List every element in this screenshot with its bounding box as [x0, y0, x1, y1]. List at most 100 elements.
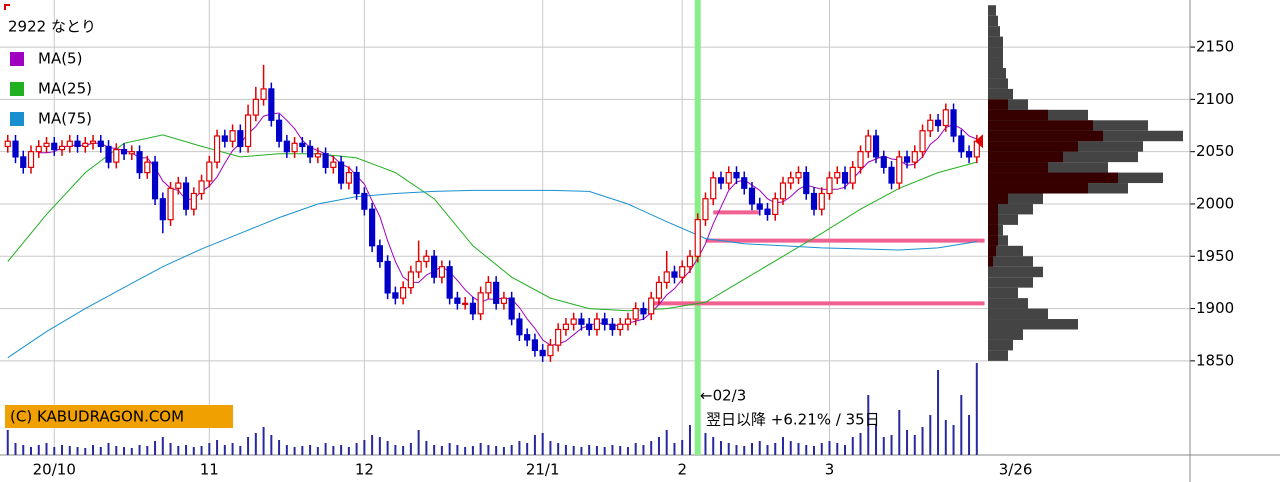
candle-body: [376, 245, 383, 263]
candle-body: [609, 323, 616, 331]
profile-bar: [988, 235, 998, 246]
candle-body: [221, 135, 228, 142]
candle-body: [578, 318, 585, 325]
profile-bar: [988, 339, 1013, 351]
candle-body: [89, 140, 97, 144]
legend-label: MA(75): [38, 110, 92, 128]
candle-body: [322, 153, 329, 168]
candle-body: [880, 156, 887, 168]
candle-body: [206, 161, 213, 182]
profile-bar: [988, 319, 1078, 330]
candle-body: [733, 171, 740, 179]
candle-body: [74, 140, 81, 148]
candle-body: [555, 328, 562, 346]
profile-bar: [988, 15, 998, 27]
x-tick-label: 12: [355, 461, 374, 479]
candle-body: [841, 171, 849, 184]
profile-bar: [988, 26, 1000, 37]
candle-body: [857, 151, 864, 168]
profile-bar: [988, 266, 1043, 278]
legend-label: MA(5): [38, 50, 82, 68]
candle-body: [330, 161, 337, 168]
candle-body: [477, 292, 484, 315]
chart-title: 2922 なとり: [8, 18, 96, 36]
candle-body: [849, 166, 856, 184]
profile-bar: [988, 287, 1018, 299]
candle-body: [268, 88, 275, 121]
candle-body: [617, 323, 624, 331]
candle-body: [20, 156, 27, 168]
candle-body: [562, 323, 570, 331]
candle-body: [764, 208, 771, 216]
candle-body: [865, 135, 872, 153]
candle-body: [787, 177, 794, 184]
annotation: ←02/3: [700, 387, 746, 405]
candle-body: [702, 198, 709, 221]
candle-body: [392, 292, 399, 299]
candle-body: [299, 142, 306, 148]
candle-body: [810, 192, 818, 210]
profile-bar: [988, 203, 998, 215]
corner-mark: [4, 4, 10, 10]
candle-body: [260, 88, 267, 100]
candle-body: [671, 271, 678, 278]
candle-body: [244, 114, 252, 148]
profile-bar: [988, 256, 993, 267]
candle-body: [903, 156, 911, 163]
profile-bar: [988, 183, 1088, 194]
ma-line: [7, 134, 977, 312]
profile-bar: [988, 99, 1008, 110]
x-tick-label: 20/10: [33, 461, 76, 479]
candle-body: [51, 142, 58, 151]
y-tick-label: 1900: [1196, 299, 1234, 317]
candle-body: [105, 145, 112, 163]
legend-swatch: [10, 52, 24, 66]
candle-body: [58, 145, 66, 151]
candle-body: [601, 318, 608, 325]
ma-line: [7, 189, 977, 359]
profile-bar: [988, 36, 1003, 48]
profile-bar: [988, 277, 1033, 288]
candle-body: [539, 349, 546, 357]
profile-bar: [988, 203, 1033, 215]
candle-body: [369, 208, 376, 247]
candle-body: [4, 140, 11, 148]
candle-body: [151, 161, 159, 200]
candle-body: [462, 302, 469, 305]
candle-body: [97, 140, 104, 148]
profile-bar: [988, 193, 1008, 204]
candle-body: [12, 140, 19, 158]
candle-body: [741, 177, 748, 189]
candle-body: [438, 266, 445, 278]
profile-bar: [988, 329, 1023, 340]
x-tick-label: 11: [200, 461, 219, 479]
profile-bar: [988, 57, 1003, 68]
profile-bar: [988, 224, 998, 236]
candle-body: [896, 156, 903, 184]
profile-bar: [988, 120, 1093, 131]
candle-body: [144, 161, 151, 174]
candle-body: [353, 171, 360, 195]
profile-bar: [988, 214, 998, 225]
candle-body: [663, 271, 670, 284]
candle-body: [136, 151, 143, 174]
candle-body: [516, 318, 523, 336]
candle-body: [213, 135, 221, 163]
candle-body: [927, 119, 934, 132]
candle-body: [826, 177, 833, 195]
candle-body: [508, 297, 515, 320]
candle-body: [919, 130, 926, 153]
candle-body: [632, 307, 639, 320]
legend-swatch: [10, 112, 24, 126]
candle-body: [803, 171, 810, 195]
profile-bar: [988, 245, 996, 257]
candle-body: [911, 151, 918, 163]
candle-body: [965, 151, 973, 158]
copyright-box: [5, 405, 233, 428]
copyright: (C) KABUDRAGON.COM: [10, 408, 184, 426]
profile-bar: [988, 141, 1078, 152]
candle-body: [834, 171, 841, 179]
x-tick-label: 3: [825, 461, 835, 479]
candle-body: [524, 334, 531, 341]
